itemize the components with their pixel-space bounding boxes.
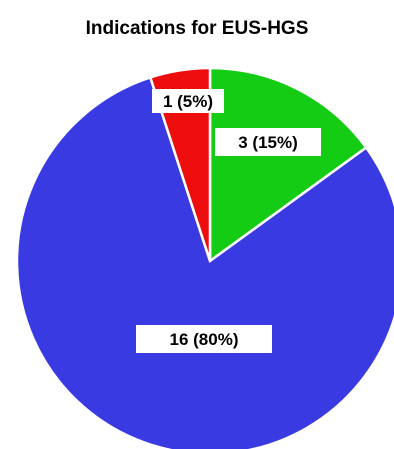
pie-labels: 3 (15%) 16 (80%) 1 (5%)	[136, 89, 321, 353]
slice-label-1: 3 (15%)	[215, 128, 321, 156]
slice-label-box	[152, 89, 224, 113]
slice-label-box	[215, 128, 321, 156]
pie-slice-1	[208, 66, 368, 264]
slice-label-text: 16 (80%)	[170, 330, 239, 349]
pie-slice-2	[15, 75, 394, 449]
pie-slices	[15, 66, 394, 449]
slice-label-2: 16 (80%)	[136, 325, 272, 353]
slice-label-text: 1 (5%)	[163, 92, 213, 111]
chart-title: Indications for EUS-HGS	[85, 18, 309, 39]
slice-label-3: 1 (5%)	[152, 89, 224, 113]
slice-label-text: 3 (15%)	[238, 133, 298, 152]
slice-label-box	[136, 325, 272, 353]
pie-slice-3	[148, 66, 212, 262]
